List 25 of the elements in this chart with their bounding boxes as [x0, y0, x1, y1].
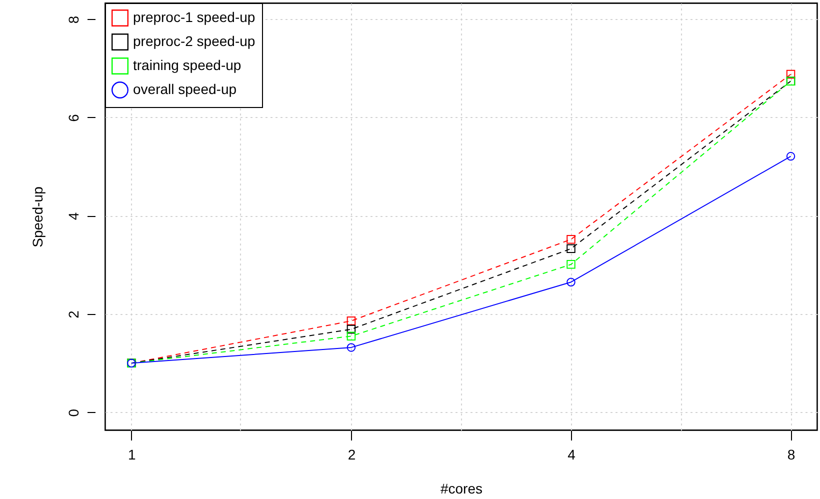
y-tick-label: 2 [66, 310, 82, 318]
legend-label: training speed-up [133, 57, 242, 73]
x-tick-label: 8 [787, 446, 796, 462]
point [566, 260, 576, 269]
point [566, 234, 576, 244]
point [346, 343, 356, 352]
legend-label: overall speed-up [133, 81, 237, 97]
y-tick-label: 0 [66, 408, 82, 417]
point [346, 324, 356, 334]
y-axis-title: Speed-up [30, 186, 46, 248]
legend-label: preproc-1 speed-up [133, 9, 256, 25]
x-tick-label: 4 [568, 446, 576, 462]
x-axis-title: #cores [440, 480, 483, 496]
y-tick-label: 8 [66, 16, 82, 24]
point [786, 70, 796, 79]
x-tick-label: 1 [128, 446, 136, 462]
y-tick-label: 6 [66, 114, 82, 122]
point [786, 152, 796, 161]
point [346, 332, 356, 341]
y-tick-label: 4 [66, 212, 82, 220]
legend-label: preproc-2 speed-up [133, 33, 256, 49]
point [566, 278, 576, 286]
point [346, 316, 356, 326]
point [566, 244, 576, 254]
x-tick-label: 2 [348, 446, 356, 462]
